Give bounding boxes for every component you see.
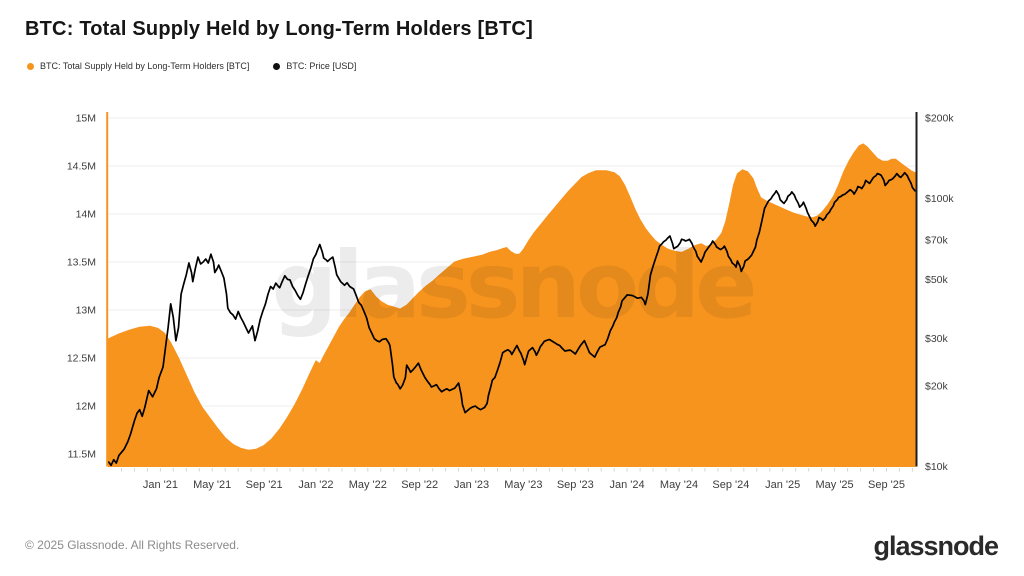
y-axis-label-left: 12.5M [67,353,96,365]
x-axis-label: Sep '24 [712,479,749,491]
legend-dot-icon [273,62,281,70]
y-axis-label-left: 15M [76,113,96,125]
x-axis-label: Jan '24 [610,479,645,491]
y-axis-label-left: 14M [76,209,96,221]
page-title: BTC: Total Supply Held by Long-Term Hold… [25,18,533,40]
y-axis-label-right: $100k [925,193,954,205]
y-axis-label-left: 14.5M [67,161,96,173]
supply-area-series [108,143,916,467]
legend-dot-icon [27,62,34,70]
x-axis-label: May '23 [504,479,542,491]
y-axis-label-right: $20k [925,380,949,392]
x-axis-label: May '21 [193,479,231,491]
legend-item-supply[interactable]: BTC: Total Supply Held by Long-Term Hold… [27,61,249,71]
y-axis-label-left: 11.5M [68,449,96,461]
x-axis-label: May '25 [816,479,854,491]
x-axis-label: Sep '25 [868,479,905,491]
y-axis-label-left: 13.5M [67,257,96,269]
y-axis-label-left: 12M [76,401,96,413]
legend-label: BTC: Total Supply Held by Long-Term Hold… [40,61,250,71]
x-axis-label: Sep '21 [246,479,283,491]
price-line-series [107,171,916,467]
chart-legend: BTC: Total Supply Held by Long-Term Hold… [27,61,356,71]
x-axis-label: Sep '22 [401,479,438,491]
y-axis-label-right: $30k [925,333,949,345]
y-axis-label-left: 13M [76,305,96,317]
y-axis-label-right: $200k [925,113,954,125]
x-axis-label: Sep '23 [557,479,594,491]
plot-area[interactable] [109,112,916,467]
y-axis-label-right: $10k [925,461,949,473]
x-axis-label: Jan '22 [298,479,333,491]
x-axis-label: May '22 [349,479,387,491]
x-axis-label: Jan '23 [454,479,489,491]
y-axis-label-right: $50k [925,274,949,286]
x-axis-label: Jan '21 [143,479,178,491]
copyright-text: © 2025 Glassnode. All Rights Reserved. [25,538,240,552]
glassnode-logo[interactable]: glassnode [873,531,999,561]
legend-label: BTC: Price [USD] [286,61,357,71]
x-axis-label: May '24 [660,479,698,491]
x-axis-label: Jan '25 [765,479,800,491]
glassnode-watermark: glassnode [272,232,754,339]
y-axis-label-right: $70k [925,235,949,247]
legend-item-price[interactable]: BTC: Price [USD] [273,61,356,71]
